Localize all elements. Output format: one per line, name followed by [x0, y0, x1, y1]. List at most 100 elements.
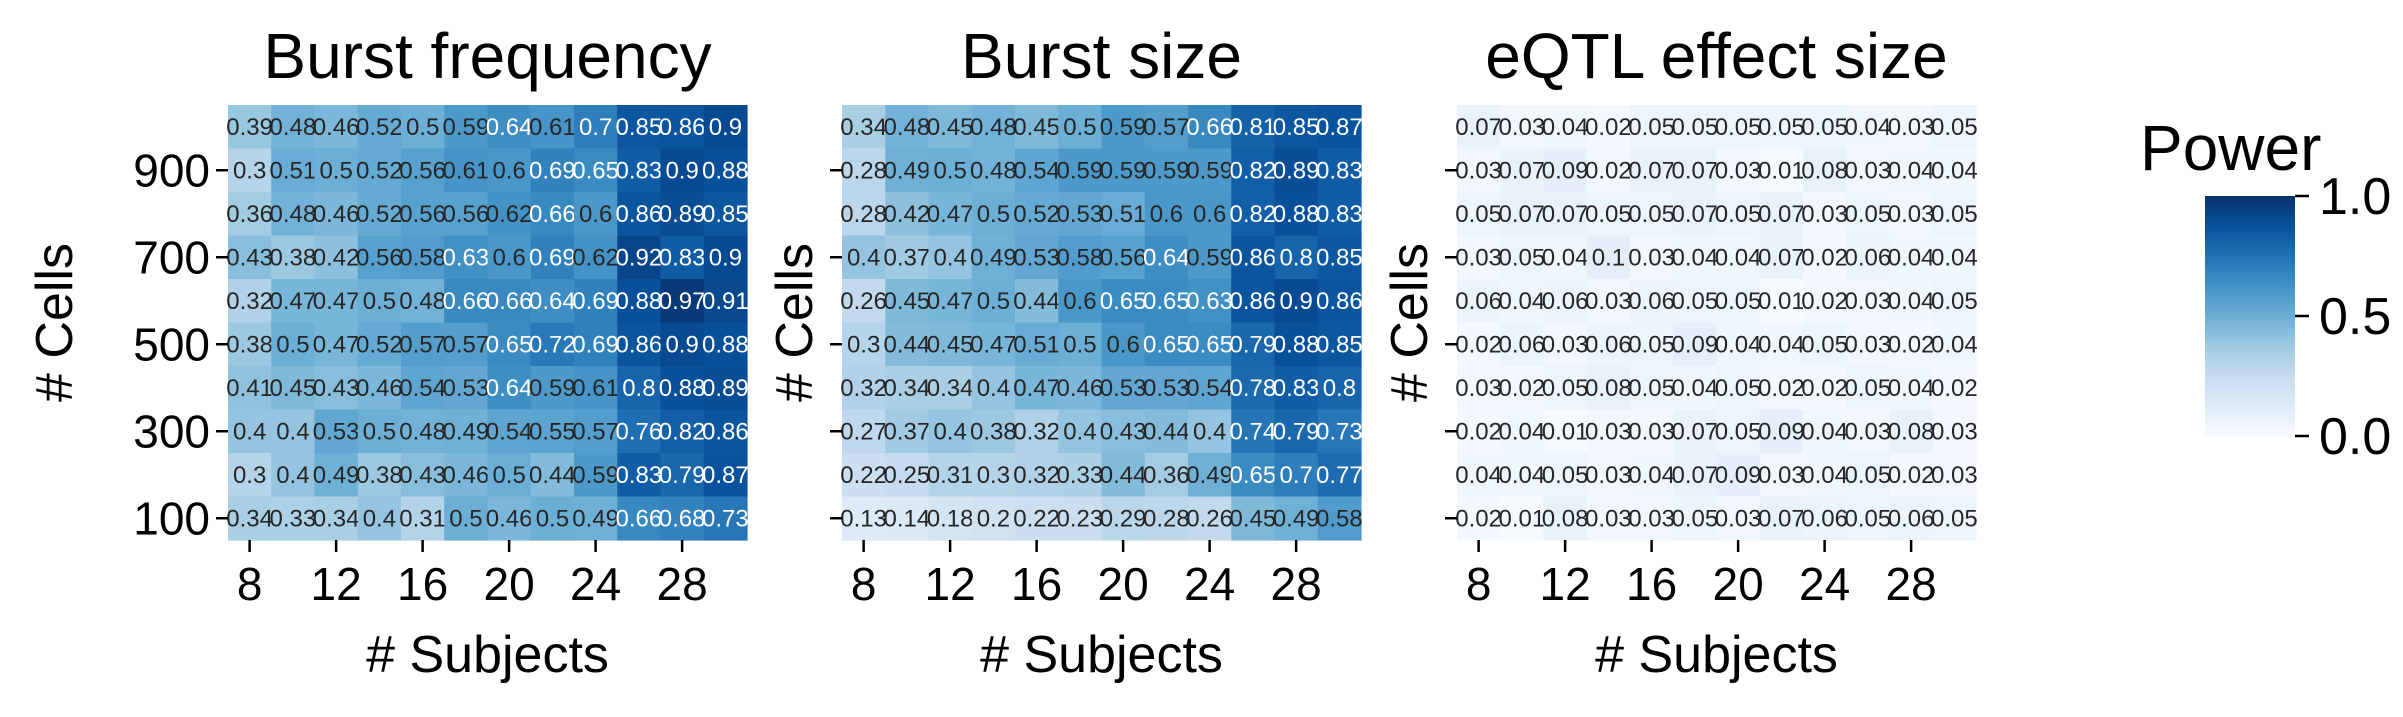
- heatmap-cell: [1101, 192, 1146, 237]
- panel-title: eQTL effect size: [1485, 20, 1947, 92]
- heatmap-cell: [703, 322, 748, 367]
- heatmap-cell: [487, 279, 532, 324]
- cell-value-label: 0.03: [1931, 462, 1978, 489]
- cell-value-label: 0.06: [1499, 331, 1546, 358]
- cell-value-label: 0.39: [226, 114, 273, 141]
- heatmap-cell: [842, 409, 886, 454]
- cell-value-label: 0.37: [884, 418, 931, 445]
- heatmap-cell: [401, 192, 445, 237]
- heatmap-cell: [357, 235, 402, 280]
- heatmap-cell: [1500, 322, 1545, 367]
- cell-value-label: 0.47: [313, 288, 360, 315]
- cell-value-label: 0.45: [1013, 114, 1060, 141]
- heatmap-cell: [885, 409, 930, 454]
- cell-value-label: 0.5: [492, 462, 525, 489]
- x-axis-label: # Subjects: [366, 626, 609, 684]
- cell-value-label: 0.62: [486, 201, 533, 228]
- cell-value-label: 0.51: [1100, 201, 1147, 228]
- x-tick-label: 16: [397, 558, 448, 610]
- heatmap-cell: [1500, 192, 1545, 237]
- cell-value-label: 0.62: [572, 244, 619, 271]
- heatmap-cell: [314, 192, 359, 237]
- cell-value-label: 0.36: [226, 201, 273, 228]
- heatmap-cell: [1932, 366, 1977, 411]
- cell-value-label: 0.56: [399, 157, 446, 184]
- heatmap-cell: [885, 105, 930, 150]
- cell-value-label: 0.06: [1888, 505, 1935, 532]
- heatmap-cell: [660, 192, 705, 237]
- cell-value-label: 0.03: [1715, 505, 1762, 532]
- heatmap-cell: [1500, 496, 1545, 541]
- cell-value-label: 0.27: [840, 418, 887, 445]
- heatmap-cell: [971, 496, 1016, 541]
- heatmap-cell: [1673, 279, 1718, 324]
- heatmap-cell: [1015, 366, 1059, 411]
- cell-value-label: 0.48: [970, 114, 1017, 141]
- heatmap-cell: [444, 235, 489, 280]
- heatmap-cell: [1759, 105, 1804, 150]
- heatmap-cell: [271, 409, 316, 454]
- heatmap-cell: [228, 496, 272, 541]
- heatmap-cell: [660, 105, 705, 150]
- x-tick-label: 16: [1626, 558, 1677, 610]
- heatmap-cell: [1889, 366, 1934, 411]
- heatmap-cell: [1803, 235, 1847, 280]
- cell-value-label: 0.44: [884, 331, 931, 358]
- cell-value-label: 0.88: [702, 157, 749, 184]
- cell-value-label: 0.91: [702, 288, 749, 315]
- heatmap-cell: [1803, 192, 1847, 237]
- heatmap-cell: [487, 322, 532, 367]
- cell-value-label: 0.05: [1542, 375, 1589, 402]
- cell-value-label: 0.42: [884, 201, 931, 228]
- cell-value-label: 0.32: [226, 288, 273, 315]
- cell-value-label: 0.48: [270, 201, 317, 228]
- heatmap-cell: [1101, 105, 1146, 150]
- heatmap-cell: [971, 235, 1016, 280]
- heatmap-cell: [487, 235, 532, 280]
- x-tick-label: 12: [925, 558, 976, 610]
- heatmap-cell: [1889, 105, 1934, 150]
- heatmap-cell: [487, 453, 532, 498]
- heatmap-cell: [1932, 148, 1977, 193]
- cell-value-label: 0.26: [840, 288, 887, 315]
- heatmap-cell: [703, 235, 748, 280]
- cell-value-label: 0.01: [1758, 157, 1805, 184]
- heatmap-cell: [1846, 409, 1891, 454]
- heatmap-cell: [1058, 322, 1103, 367]
- cell-value-label: 0.83: [616, 462, 663, 489]
- y-tick-label: 900: [133, 144, 210, 196]
- cell-value-label: 0.65: [1186, 331, 1233, 358]
- cell-value-label: 0.04: [1542, 114, 1589, 141]
- heatmap-cell: [574, 409, 618, 454]
- y-tick-label: 500: [133, 318, 210, 370]
- heatmap-cell: [1846, 148, 1891, 193]
- heatmap-cell: [487, 105, 532, 150]
- heatmap-cell: [928, 279, 973, 324]
- cell-value-label: 0.6: [1106, 331, 1139, 358]
- cell-value-label: 0.37: [884, 244, 931, 271]
- x-tick-label: 20: [1713, 558, 1764, 610]
- heatmap-cell: [1630, 453, 1674, 498]
- heatmap-cell: [1889, 409, 1934, 454]
- cell-value-label: 0.04: [1628, 462, 1675, 489]
- heatmap-cell: [842, 148, 886, 193]
- heatmap-cell: [487, 409, 532, 454]
- cell-value-label: 0.3: [233, 462, 266, 489]
- cell-value-label: 0.03: [1455, 244, 1502, 271]
- heatmap-cell: [314, 322, 359, 367]
- cell-value-label: 0.04: [1758, 331, 1805, 358]
- cell-value-label: 0.02: [1888, 462, 1935, 489]
- heatmap-cell: [1015, 148, 1059, 193]
- cell-value-label: 0.05: [1715, 375, 1762, 402]
- heatmap-cell: [1058, 192, 1103, 237]
- heatmap-cell: [1457, 453, 1501, 498]
- cell-value-label: 0.46: [486, 505, 533, 532]
- cell-value-label: 0.58: [1316, 505, 1363, 532]
- heatmap-cell: [1144, 235, 1189, 280]
- cell-value-label: 0.72: [529, 331, 576, 358]
- heatmap-cell: [357, 496, 402, 541]
- cell-value-label: 0.57: [1143, 114, 1190, 141]
- cell-value-label: 0.07: [1455, 114, 1502, 141]
- cell-value-label: 0.44: [1013, 288, 1060, 315]
- cell-value-label: 0.5: [536, 505, 569, 532]
